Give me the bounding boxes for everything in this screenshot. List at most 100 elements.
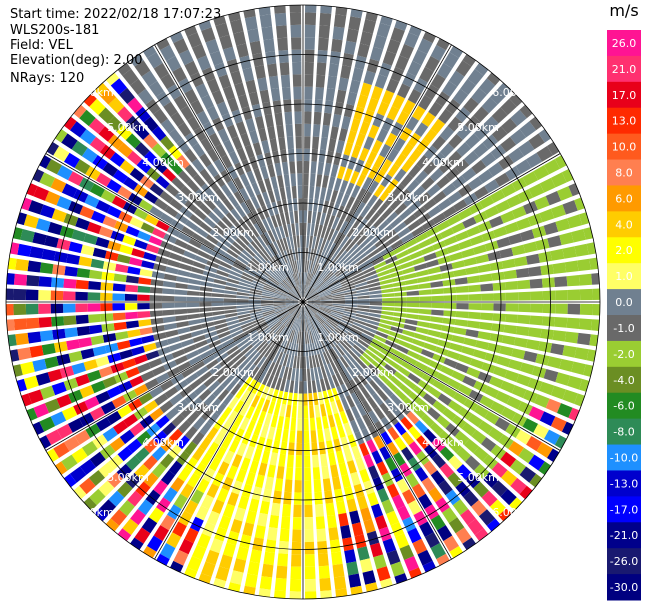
range-gate	[273, 303, 286, 305]
range-gate	[314, 342, 320, 355]
range-gate	[550, 416, 567, 432]
range-gate	[39, 330, 54, 342]
range-gate	[281, 313, 291, 323]
range-gate	[236, 302, 249, 305]
range-gate	[538, 251, 553, 263]
range-gate	[329, 51, 341, 65]
range-gate	[292, 198, 298, 211]
range-gate	[313, 329, 320, 342]
range-gate	[75, 291, 88, 301]
range-gate	[357, 546, 370, 561]
range-gate	[467, 518, 484, 536]
range-gate	[267, 164, 276, 178]
range-gate	[307, 260, 312, 273]
range-gate	[170, 219, 185, 231]
range-gate	[195, 227, 209, 238]
range-gate	[199, 244, 213, 255]
range-gate	[273, 270, 283, 281]
range-gate	[261, 291, 275, 296]
range-gate	[15, 258, 29, 272]
range-gate	[285, 467, 294, 480]
range-gate	[6, 288, 14, 300]
range-gate	[293, 235, 297, 249]
range-gate	[311, 380, 317, 393]
range-gate	[423, 252, 437, 262]
range-gate	[289, 578, 302, 592]
range-gate	[458, 239, 473, 250]
range-gate	[325, 274, 336, 284]
range-gate	[305, 319, 309, 332]
range-gate	[340, 207, 350, 221]
range-gate	[303, 368, 307, 382]
range-gate	[422, 393, 437, 406]
range-gate	[325, 402, 333, 416]
range-gate	[199, 307, 212, 313]
azimuth-spoke	[302, 301, 561, 451]
range-gate	[266, 333, 277, 345]
range-gate	[238, 281, 252, 288]
range-gate	[377, 327, 390, 335]
range-gate	[407, 457, 422, 472]
range-gate	[113, 321, 127, 331]
range-gate	[25, 303, 39, 315]
range-gate	[272, 490, 282, 504]
range-gate	[381, 306, 395, 311]
range-gate	[212, 310, 225, 316]
range-gate	[292, 248, 297, 261]
range-gate	[223, 306, 237, 310]
range-gate	[219, 334, 233, 343]
range-gate	[216, 327, 229, 335]
range-gate	[23, 375, 39, 390]
range-gate	[317, 540, 328, 554]
range-gate	[169, 428, 183, 443]
range-gate	[178, 77, 193, 94]
range-gate	[362, 329, 376, 338]
range-gate	[253, 422, 263, 436]
range-gate	[20, 229, 35, 243]
range-gate	[312, 316, 321, 327]
range-gate	[318, 310, 330, 317]
range-gate	[332, 300, 346, 302]
range-gate	[39, 435, 52, 449]
range-gate	[350, 585, 363, 595]
range-gate	[394, 307, 407, 313]
range-gate	[184, 457, 199, 472]
range-gate	[324, 337, 333, 349]
range-gate	[247, 212, 257, 225]
range-gate	[337, 424, 346, 438]
range-gate	[330, 189, 339, 203]
range-gate	[484, 352, 499, 364]
colorbar-tick: 17.0	[612, 89, 637, 102]
range-gate	[211, 90, 225, 105]
range-gate	[262, 488, 272, 503]
range-gate	[79, 477, 96, 495]
range-gate	[10, 242, 20, 255]
range-gate	[89, 183, 105, 198]
range-gate	[64, 327, 78, 338]
range-gate	[318, 37, 329, 51]
range-gate	[308, 198, 314, 211]
range-gate	[333, 576, 347, 590]
range-gate	[463, 490, 479, 507]
range-gate	[289, 304, 300, 313]
range-gate	[449, 45, 463, 58]
range-gate	[301, 284, 303, 298]
range-gate	[215, 566, 230, 582]
range-gate	[425, 366, 440, 378]
range-gate	[416, 450, 430, 466]
range-gate	[498, 508, 512, 522]
range-gate	[320, 5, 332, 14]
range-gate	[318, 441, 326, 455]
range-gate	[432, 353, 446, 364]
range-gate	[212, 288, 225, 294]
range-gate	[543, 369, 559, 383]
range-gate	[296, 356, 300, 369]
range-gate	[240, 275, 254, 283]
range-gate	[288, 304, 299, 313]
range-gate	[286, 303, 299, 309]
range-gate	[276, 390, 284, 404]
range-gate	[186, 411, 200, 425]
range-gate	[264, 177, 273, 192]
range-gate	[229, 270, 242, 278]
range-gate	[342, 238, 353, 250]
